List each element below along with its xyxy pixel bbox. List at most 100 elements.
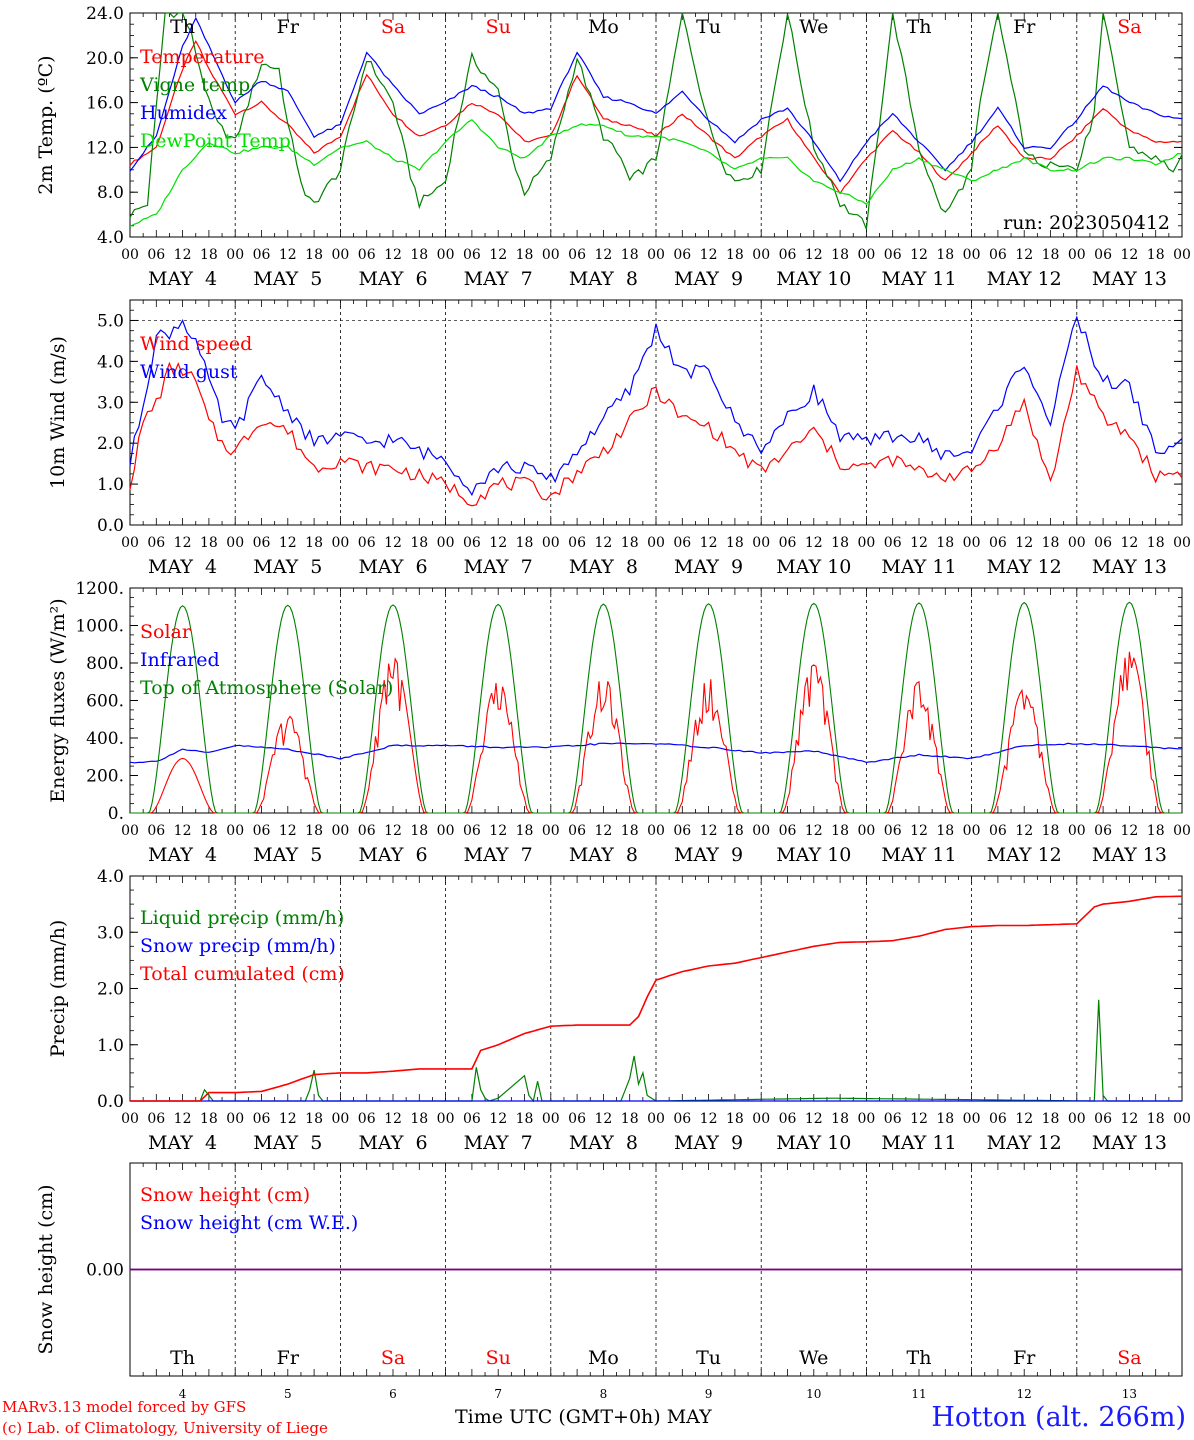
series-wind-speed <box>129 361 1183 507</box>
hour-tick-label: 12 <box>279 1111 297 1127</box>
station-label: Hotton (alt. 266m) <box>931 1402 1186 1433</box>
hour-tick-label: 12 <box>279 535 297 551</box>
hour-tick-label: 06 <box>1094 1111 1112 1127</box>
hour-tick-label: 12 <box>700 535 718 551</box>
date-label: MAY 6 <box>358 268 427 290</box>
hour-tick-label: 06 <box>147 535 165 551</box>
hour-tick-label: 06 <box>463 535 481 551</box>
hour-tick-label: 00 <box>647 247 665 263</box>
hour-tick-label: 12 <box>910 247 928 263</box>
y-tick-label: 4.0 <box>97 228 124 248</box>
y-tick-label: 8.0 <box>97 183 124 203</box>
legend-entry: Wind speed <box>140 333 252 355</box>
date-label: MAY 4 <box>148 844 217 866</box>
hour-tick-label: 12 <box>594 1111 612 1127</box>
hour-tick-label: 00 <box>437 1111 455 1127</box>
y-tick-label: 4.0 <box>97 352 124 372</box>
day-number-label: 13 <box>1122 1387 1137 1401</box>
hour-tick-label: 12 <box>174 247 192 263</box>
hour-tick-label: 12 <box>700 823 718 839</box>
day-number-label: 5 <box>284 1387 292 1401</box>
legend-entry: Temperature <box>140 46 264 68</box>
hour-tick-label: 12 <box>700 247 718 263</box>
day-of-week-label: Sa <box>381 16 405 38</box>
legend-entry: DewPoint Temp <box>140 130 291 152</box>
hour-tick-label: 18 <box>621 1111 639 1127</box>
hour-tick-label: 00 <box>1173 247 1191 263</box>
legend-entry: Liquid precip (mm/h) <box>140 907 344 929</box>
hour-tick-label: 00 <box>121 1111 139 1127</box>
legend-entry: Solar <box>140 621 192 643</box>
date-label: MAY 13 <box>1092 1132 1167 1154</box>
hour-tick-label: 12 <box>910 823 928 839</box>
hour-tick-label: 00 <box>1068 247 1086 263</box>
hour-tick-label: 06 <box>147 1111 165 1127</box>
date-label: MAY 7 <box>464 844 533 866</box>
legend-entry: Humidex <box>140 102 227 124</box>
hour-tick-label: 18 <box>1042 1111 1060 1127</box>
date-label: MAY 4 <box>148 1132 217 1154</box>
panel-precip: 0.0 1.0 2.0 3.0 4.0 Precip (mm/h) Liquid preci… <box>47 867 1191 1154</box>
legend-entry: Wind gust <box>140 361 238 383</box>
legend-entry: Snow height (cm W.E.) <box>140 1212 358 1234</box>
hour-tick-label: 06 <box>989 1111 1007 1127</box>
date-label: MAY 5 <box>253 268 322 290</box>
hour-tick-label: 00 <box>331 535 349 551</box>
hour-tick-label: 06 <box>673 247 691 263</box>
hour-tick-label: 12 <box>1120 535 1138 551</box>
day-of-week-label: Sa <box>1117 16 1141 38</box>
hour-tick-label: 12 <box>174 823 192 839</box>
y-tick-label: 200. <box>86 767 124 787</box>
hour-tick-label: 00 <box>226 823 244 839</box>
y-tick-label: 12.0 <box>86 138 124 158</box>
hour-tick-label: 00 <box>857 1111 875 1127</box>
hour-tick-label: 12 <box>805 247 823 263</box>
hour-tick-label: 00 <box>857 823 875 839</box>
date-label: MAY 4 <box>148 556 217 578</box>
y-axis-label: Energy fluxes (W/m²) <box>47 598 69 802</box>
hour-tick-label: 06 <box>253 535 271 551</box>
hour-tick-label: 06 <box>253 1111 271 1127</box>
day-number-label: 12 <box>1017 1387 1032 1401</box>
panel-energy: 0. 200. 400. 600. 800. 1000. 1200. Energy fluxe… <box>47 579 1191 866</box>
hour-tick-label: 18 <box>621 823 639 839</box>
hour-tick-label: 00 <box>1173 1111 1191 1127</box>
hour-tick-label: 06 <box>779 535 797 551</box>
legend-entry: Snow height (cm) <box>140 1184 310 1206</box>
hour-tick-label: 00 <box>857 247 875 263</box>
hour-tick-label: 12 <box>384 535 402 551</box>
y-axis-label: 2m Temp. (ºC) <box>35 55 57 194</box>
hour-tick-label: 12 <box>489 535 507 551</box>
hour-tick-label: 06 <box>568 823 586 839</box>
hour-tick-label: 12 <box>910 535 928 551</box>
hour-tick-label: 18 <box>936 535 954 551</box>
hour-tick-label: 06 <box>1094 823 1112 839</box>
hour-tick-label: 00 <box>647 1111 665 1127</box>
day-of-week-label: Tu <box>696 1347 721 1369</box>
date-label: MAY 7 <box>464 1132 533 1154</box>
day-of-week-label: Th <box>907 16 932 38</box>
y-tick-label: 2.0 <box>97 980 124 1000</box>
hour-tick-label: 12 <box>1120 1111 1138 1127</box>
y-axis-label: Precip (mm/h) <box>47 920 69 1058</box>
series-total-cumulated-cm <box>130 895 1182 1102</box>
hour-tick-label: 12 <box>489 823 507 839</box>
date-label: MAY 7 <box>464 556 533 578</box>
y-tick-label: 0.0 <box>97 516 124 536</box>
y-tick-label: 1.0 <box>97 475 124 495</box>
legend-entry: Snow precip (mm/h) <box>140 935 336 957</box>
hour-tick-label: 18 <box>1042 247 1060 263</box>
panel-temperature: 4.0 8.0 12.0 16.0 20.0 24.0 2m Temp. (ºC) Tempe… <box>35 4 1191 290</box>
hour-tick-label: 12 <box>1015 1111 1033 1127</box>
hour-tick-label: 12 <box>384 823 402 839</box>
hour-tick-label: 18 <box>1042 535 1060 551</box>
hour-tick-label: 00 <box>437 535 455 551</box>
run-label: run: 2023050412 <box>1003 212 1170 234</box>
panel-frame <box>129 299 1183 526</box>
date-label: MAY 5 <box>253 556 322 578</box>
hour-tick-label: 06 <box>463 1111 481 1127</box>
day-of-week-label: Mo <box>588 1347 619 1369</box>
panel-snow: 0.00 Snow height (cm) Snow height (cm) Snow… <box>35 1162 1183 1401</box>
hour-tick-label: 00 <box>437 247 455 263</box>
hour-tick-label: 06 <box>989 535 1007 551</box>
